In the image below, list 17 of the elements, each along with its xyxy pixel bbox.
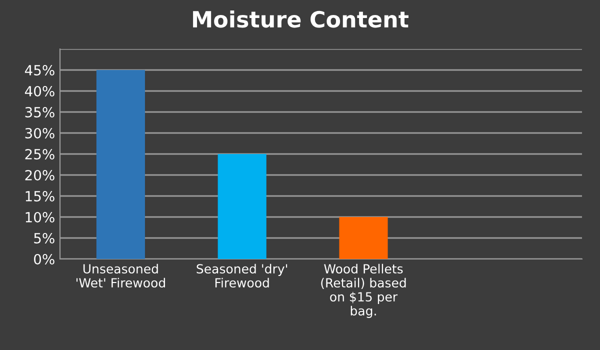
y-tick-label: 45% [24,64,54,76]
bar [339,217,388,259]
y-tick-label: 15% [26,190,54,202]
y-tick-label: 20% [25,170,54,180]
chart-title: Moisture Content [193,10,408,28]
y-tick-label: 30% [25,128,54,138]
y-tick-label: 35% [25,106,54,118]
y-tick-label: 25% [25,148,54,160]
bar [218,154,266,259]
bar [96,70,145,259]
x-tick-label: Wood Pellets (Retail) based on $15 per bag. [321,264,406,318]
y-tick-label: 0% [34,254,54,264]
y-tick-label: 40% [24,86,54,96]
x-tick-label: Seasoned 'dry' Firewood [196,264,288,288]
y-tick-label: 10% [26,212,54,222]
x-tick-label: Unseasoned 'Wet' Firewood [76,264,165,288]
y-tick-label: 5% [34,232,54,244]
